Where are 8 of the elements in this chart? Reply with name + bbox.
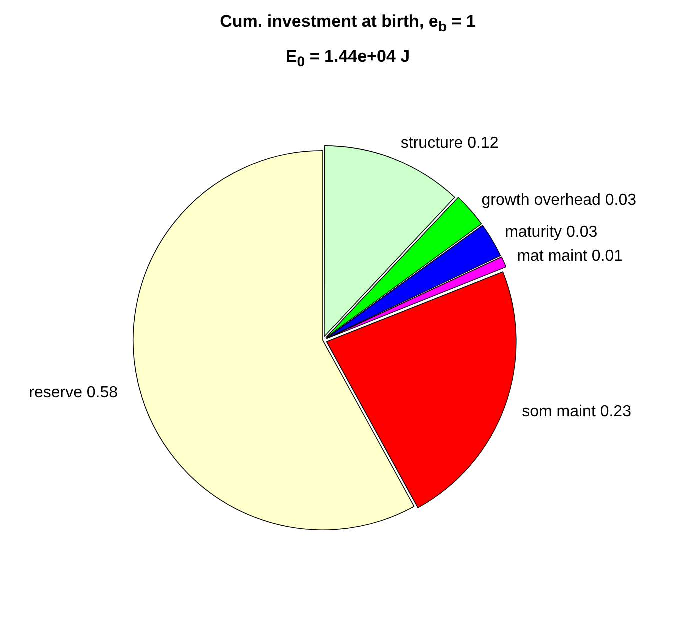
slice-label: maturity 0.03 <box>505 224 598 242</box>
slice-label: structure 0.12 <box>400 135 499 152</box>
slice-label: som maint 0.23 <box>522 404 632 421</box>
slice-label: reserve 0.58 <box>29 384 118 402</box>
chart-subtitle: E$_{0}$ = 1.44e+04 J <box>284 47 412 70</box>
slice-label: mat maint 0.01 <box>517 248 624 265</box>
slice-label: growth overhead 0.03 <box>482 192 637 209</box>
chart-title: Cum. investment at birth, e$_{b}$ = 1 <box>219 12 477 36</box>
